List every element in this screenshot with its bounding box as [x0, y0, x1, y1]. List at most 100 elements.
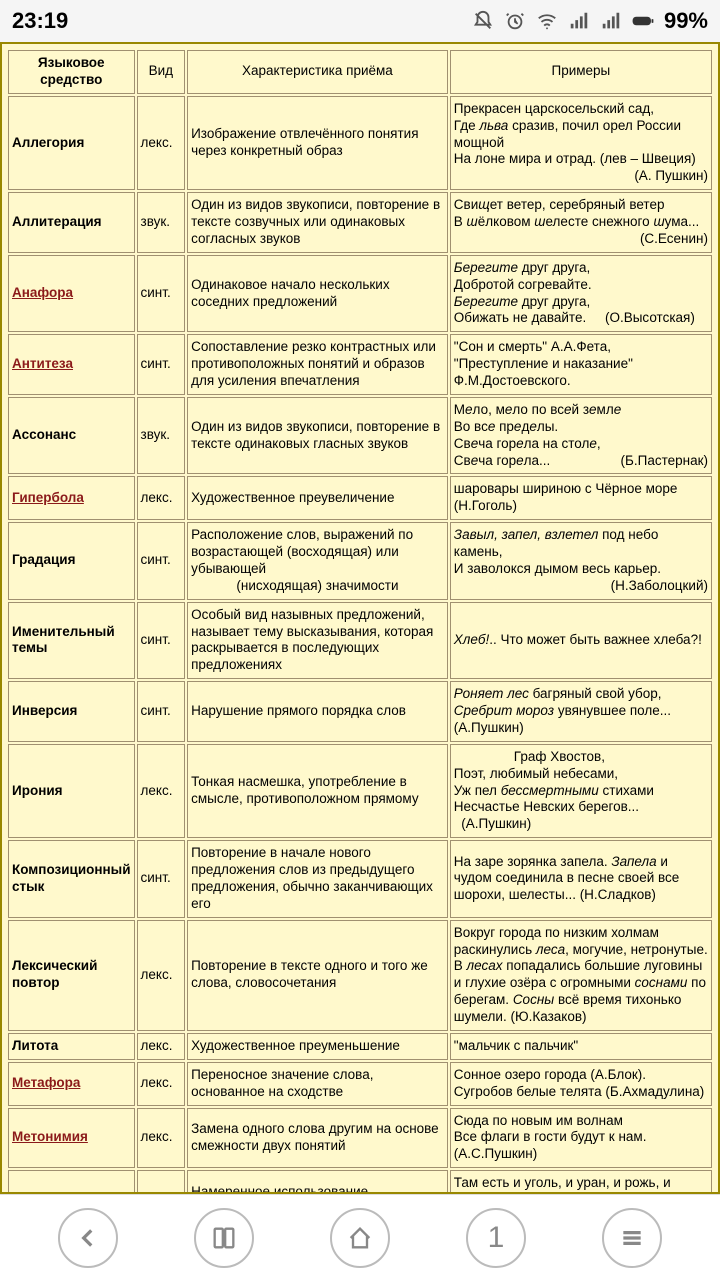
desc-cell: Нарушение прямого порядка слов — [187, 681, 448, 742]
term-cell: Композиционный стык — [8, 840, 135, 918]
signal1-icon — [568, 10, 590, 32]
example-cell: Сонное озеро города (А.Блок). Сугробов б… — [450, 1062, 712, 1106]
desc-cell: Расположение слов, выражений по возраста… — [187, 522, 448, 600]
desc-cell: Тонкая насмешка, употребление в смысле, … — [187, 744, 448, 838]
term-cell: Аллитерация — [8, 192, 135, 253]
table-row: Аллитерациязвук.Один из видов звукописи,… — [8, 192, 712, 253]
table-row: Инверсиясинт.Нарушение прямого порядка с… — [8, 681, 712, 742]
desc-cell: Повторение в тексте одного и того же сло… — [187, 920, 448, 1031]
table-row: Литоталекс.Художественное преуменьшение"… — [8, 1033, 712, 1060]
wifi-icon — [536, 10, 558, 32]
term-cell[interactable]: Гипербола — [8, 476, 135, 520]
example-cell: Завыл, запел, взлетел под небо камень,И … — [450, 522, 712, 600]
table-row: Антитезасинт.Сопоставление резко контрас… — [8, 334, 712, 395]
table-row: Метафоралекс.Переносное значение слова, … — [8, 1062, 712, 1106]
term-cell[interactable]: Анафора — [8, 255, 135, 333]
term-cell: Многосоюзие — [8, 1170, 135, 1194]
desc-cell: Намеренное использование повторяющегося … — [187, 1170, 448, 1194]
term-cell: Ирония — [8, 744, 135, 838]
header-desc: Характеристика приёма — [187, 50, 448, 94]
type-cell: синт. — [137, 840, 186, 918]
example-cell: "Сон и смерть" А.А.Фета, "Преступление и… — [450, 334, 712, 395]
reader-button[interactable] — [194, 1208, 254, 1268]
type-cell: синт. — [137, 1170, 186, 1194]
example-cell: "мальчик с пальчик" — [450, 1033, 712, 1060]
table-row: Ирониялекс.Тонкая насмешка, употребление… — [8, 744, 712, 838]
bottom-nav: 1 — [0, 1194, 720, 1280]
status-time: 23:19 — [12, 8, 68, 34]
type-cell: лекс. — [137, 1108, 186, 1169]
term-cell: Градация — [8, 522, 135, 600]
type-cell: лекс. — [137, 744, 186, 838]
header-ex: Примеры — [450, 50, 712, 94]
status-icons: 99% — [472, 8, 708, 34]
type-cell: синт. — [137, 255, 186, 333]
table-row: Лексический повторлекс.Повторение в текс… — [8, 920, 712, 1031]
header-type: Вид — [137, 50, 186, 94]
term-cell[interactable]: Метафора — [8, 1062, 135, 1106]
dnd-icon — [472, 10, 494, 32]
desc-cell: Замена одного слова другим на основе сме… — [187, 1108, 448, 1169]
menu-button[interactable] — [602, 1208, 662, 1268]
table-row: Аллегориялекс.Изображение отвлечённого п… — [8, 96, 712, 190]
type-cell: лекс. — [137, 1033, 186, 1060]
term-cell: Аллегория — [8, 96, 135, 190]
example-cell: Сюда по новым им волнамВсе флаги в гости… — [450, 1108, 712, 1169]
term-cell[interactable]: Антитеза — [8, 334, 135, 395]
battery-icon — [632, 10, 654, 32]
home-button[interactable] — [330, 1208, 390, 1268]
desc-cell: Сопоставление резко контрастных или прот… — [187, 334, 448, 395]
type-cell: лекс. — [137, 1062, 186, 1106]
type-cell: синт. — [137, 602, 186, 680]
term-cell: Именительный темы — [8, 602, 135, 680]
type-cell: лекс. — [137, 476, 186, 520]
type-cell: синт. — [137, 334, 186, 395]
table-row: Именительный темысинт.Особый вид назывны… — [8, 602, 712, 680]
example-cell: Роняет лес багряный свой убор,Сребрит мо… — [450, 681, 712, 742]
example-cell: шаровары шириною с Чёрное море (Н.Гоголь… — [450, 476, 712, 520]
table-row: Ассонансзвук.Один из видов звукописи, по… — [8, 397, 712, 475]
example-cell: Берегите друг друга,Добротой согревайте.… — [450, 255, 712, 333]
table-row: Гиперболалекс.Художественное преувеличен… — [8, 476, 712, 520]
status-bar: 23:19 99% — [0, 0, 720, 42]
desc-cell: Изображение отвлечённого понятия через к… — [187, 96, 448, 190]
desc-cell: Один из видов звукописи, повторение в те… — [187, 397, 448, 475]
table-row: Градациясинт.Расположение слов, выражени… — [8, 522, 712, 600]
term-cell[interactable]: Метонимия — [8, 1108, 135, 1169]
linguistic-table: Языковое средство Вид Характеристика при… — [6, 48, 714, 1194]
table-row: Композиционный стыксинт.Повторение в нач… — [8, 840, 712, 918]
desc-cell: Переносное значение слова, основанное на… — [187, 1062, 448, 1106]
type-cell: звук. — [137, 397, 186, 475]
battery-pct: 99% — [664, 8, 708, 34]
term-cell: Литота — [8, 1033, 135, 1060]
type-cell: синт. — [137, 681, 186, 742]
page-button[interactable]: 1 — [466, 1208, 526, 1268]
desc-cell: Особый вид назывных предложений, называе… — [187, 602, 448, 680]
table-row: Метонимиялекс.Замена одного слова другим… — [8, 1108, 712, 1169]
example-cell: Хлеб!.. Что может быть важнее хлеба?! — [450, 602, 712, 680]
desc-cell: Художественное преувеличение — [187, 476, 448, 520]
example-cell: Вокруг города по низким холмам раскинули… — [450, 920, 712, 1031]
example-cell: Мело, мело по всей землеВо все пределы.С… — [450, 397, 712, 475]
content-area[interactable]: Языковое средство Вид Характеристика при… — [0, 42, 720, 1194]
signal2-icon — [600, 10, 622, 32]
header-term: Языковое средство — [8, 50, 135, 94]
type-cell: лекс. — [137, 96, 186, 190]
term-cell: Лексический повтор — [8, 920, 135, 1031]
type-cell: звук. — [137, 192, 186, 253]
desc-cell: Одинаковое начало нескольких соседних пр… — [187, 255, 448, 333]
desc-cell: Повторение в начале нового предложения с… — [187, 840, 448, 918]
example-cell: Свищет ветер, серебряный ветерВ шёлковом… — [450, 192, 712, 253]
term-cell: Инверсия — [8, 681, 135, 742]
table-row: Анафорасинт.Одинаковое начало нескольких… — [8, 255, 712, 333]
type-cell: синт. — [137, 522, 186, 600]
example-cell: Граф Хвостов,Поэт, любимый небесами,Уж п… — [450, 744, 712, 838]
example-cell: Там есть и уголь, и уран, и рожь, и вино… — [450, 1170, 712, 1194]
example-cell: На заре зорянка запела. Запела и чудом с… — [450, 840, 712, 918]
desc-cell: Один из видов звукописи, повторение в те… — [187, 192, 448, 253]
alarm-icon — [504, 10, 526, 32]
table-row: Многосоюзиесинт.Намеренное использование… — [8, 1170, 712, 1194]
term-cell: Ассонанс — [8, 397, 135, 475]
back-button[interactable] — [58, 1208, 118, 1268]
example-cell: Прекрасен царскосельский сад,Где льва ср… — [450, 96, 712, 190]
